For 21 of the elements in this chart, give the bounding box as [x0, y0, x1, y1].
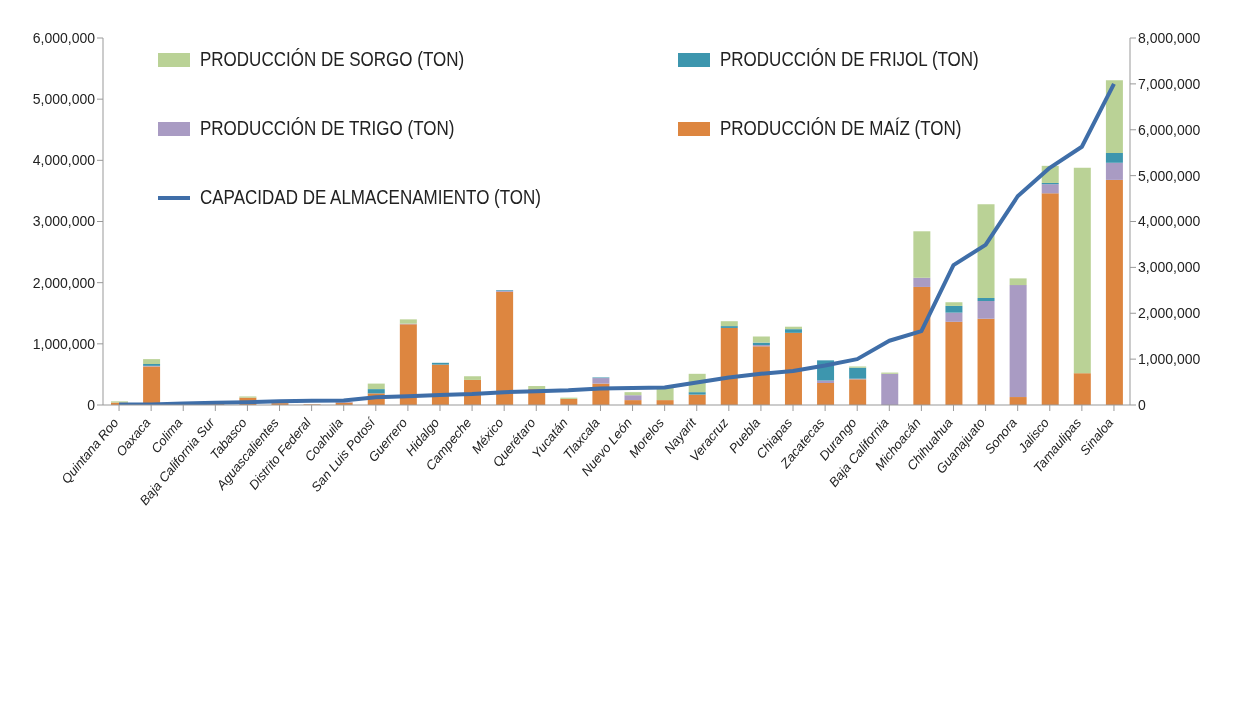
- y-tick-label: 3,000,000: [32, 213, 96, 230]
- y-tick-label: 4,000,000: [32, 152, 96, 169]
- legend-label: PRODUCCIÓN DE MAÍZ (TON): [720, 117, 962, 140]
- y2-tick-label: 1,000,000: [1138, 351, 1201, 368]
- y2-tick-label: 4,000,000: [1138, 213, 1201, 230]
- y2-tick-label: 6,000,000: [1138, 121, 1201, 138]
- legend-label: PRODUCCIÓN DE TRIGO (TON): [200, 117, 455, 140]
- y-tick-label: 5,000,000: [32, 91, 96, 108]
- y2-tick-label: 2,000,000: [1138, 305, 1201, 322]
- y2-tick-label: 3,000,000: [1138, 259, 1201, 276]
- y-tick-label: 0: [87, 396, 96, 413]
- y-tick-label: 6,000,000: [32, 29, 96, 46]
- legend-label: CAPACIDAD DE ALMACENAMIENTO (TON): [200, 186, 541, 209]
- legend-label: PRODUCCIÓN DE SORGO (TON): [200, 48, 465, 71]
- y2-tick-label: 8,000,000: [1138, 29, 1201, 46]
- legend-label: PRODUCCIÓN DE FRIJOL (TON): [720, 48, 979, 71]
- y2-tick-label: 0: [1138, 396, 1146, 413]
- y-tick-label: 1,000,000: [32, 335, 96, 352]
- y2-tick-label: 7,000,000: [1138, 75, 1201, 92]
- y2-tick-label: 5,000,000: [1138, 167, 1201, 184]
- y-tick-label: 2,000,000: [32, 274, 96, 291]
